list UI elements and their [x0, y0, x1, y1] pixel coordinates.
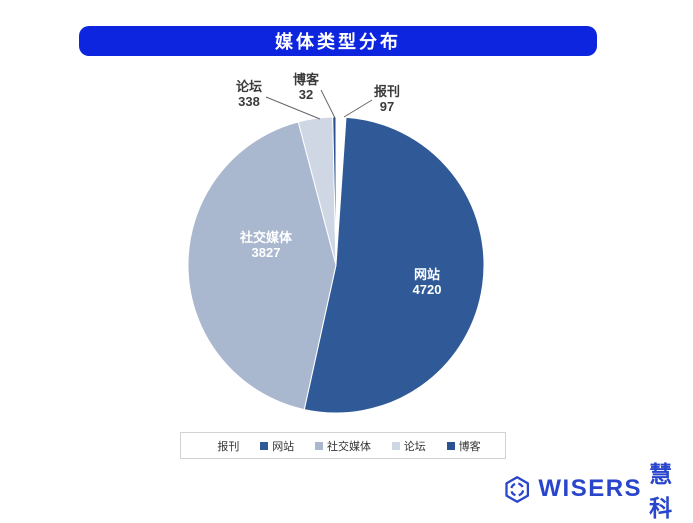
chart-title-bar: 媒体类型分布 [79, 26, 597, 56]
pie-slice-社交媒体 [187, 121, 337, 411]
leader-line-blog [320, 89, 336, 119]
wisers-logo-text-cn: 慧科 [649, 461, 674, 521]
label-forum-value: 338 [238, 94, 260, 109]
wisers-logo-text-en: WISERS [538, 475, 643, 502]
label-press-value: 97 [379, 99, 395, 114]
legend-swatch [205, 441, 214, 450]
leader-line-press [343, 99, 373, 118]
legend: 报刊 网站 社交媒体 论坛 博客 [180, 432, 506, 459]
label-social-media: 社交媒体 3827 [216, 230, 316, 260]
legend-swatch [446, 441, 455, 450]
legend-item-报刊: 报刊 [205, 438, 239, 454]
chart-title: 媒体类型分布 [275, 32, 401, 52]
legend-swatch [260, 441, 269, 450]
label-blog-name: 博客 [292, 72, 319, 87]
leader-lines-group [265, 89, 373, 120]
pie-slice-网站 [303, 116, 485, 414]
legend-item-博客: 博客 [446, 438, 481, 454]
label-blog: 博客 32 [276, 72, 336, 102]
legend-label: 网站 [272, 440, 295, 453]
legend-label: 报刊 [217, 440, 240, 453]
label-forum-name: 论坛 [235, 79, 262, 94]
legend-swatch [314, 441, 323, 450]
legend-label: 博客 [458, 440, 481, 453]
label-press-name: 报刊 [373, 84, 400, 99]
label-press: 报刊 97 [357, 84, 417, 114]
legend-swatch [391, 441, 400, 450]
pie-slices-group [187, 116, 485, 414]
label-blog-value: 32 [298, 87, 314, 102]
label-social-media-name: 社交媒体 [239, 230, 292, 245]
label-social-media-value: 3827 [251, 245, 281, 260]
wisers-logo: WISERS 慧科 [503, 461, 693, 521]
leader-line-forum [265, 96, 321, 120]
legend-item-社交媒体: 社交媒体 [314, 438, 371, 454]
legend-label: 论坛 [403, 440, 426, 453]
label-website-value: 4720 [412, 282, 442, 297]
wisers-hexagon-icon [505, 475, 530, 503]
label-website-name: 网站 [413, 267, 440, 282]
legend-item-网站: 网站 [260, 438, 294, 454]
label-forum: 论坛 338 [219, 79, 279, 109]
label-website: 网站 4720 [387, 267, 467, 297]
legend-item-论坛: 论坛 [391, 438, 426, 454]
legend-label: 社交媒体 [326, 440, 371, 453]
